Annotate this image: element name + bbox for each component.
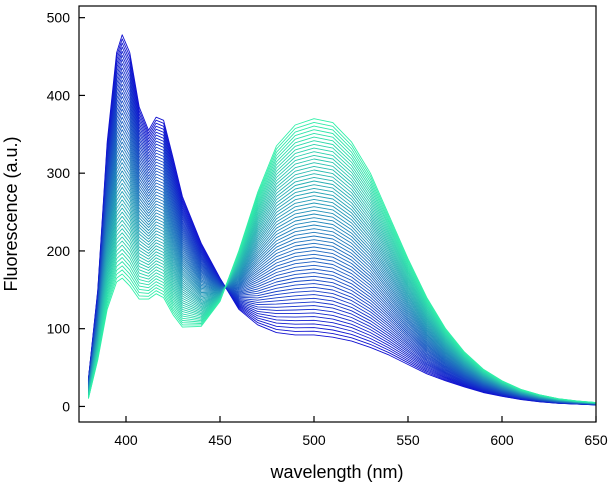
y-tick-label: 400 (47, 87, 71, 103)
spectrum-line-10 (87, 71, 597, 405)
x-tick-label: 650 (584, 432, 608, 448)
x-tick-label: 400 (114, 432, 138, 448)
x-tick-label: 500 (302, 432, 326, 448)
spectra-series-group (87, 34, 597, 406)
y-tick-label: 500 (47, 10, 71, 26)
y-tick-label: 100 (47, 321, 71, 337)
x-tick-label: 550 (396, 432, 420, 448)
axis-ticks: 400 450 500 550 600 650 0 100 200 300 400 500 (47, 10, 608, 448)
y-tick-label: 300 (47, 165, 71, 181)
y-tick-label: 0 (62, 398, 70, 414)
spectrum-line-60 (87, 118, 597, 404)
x-tick-label: 450 (208, 432, 232, 448)
x-tick-label: 600 (490, 432, 514, 448)
y-axis-title: Fluorescence (a.u.) (1, 136, 21, 291)
x-axis-title: wavelength (nm) (269, 462, 403, 482)
y-tick-label: 200 (47, 243, 71, 259)
plot-frame (78, 5, 597, 423)
